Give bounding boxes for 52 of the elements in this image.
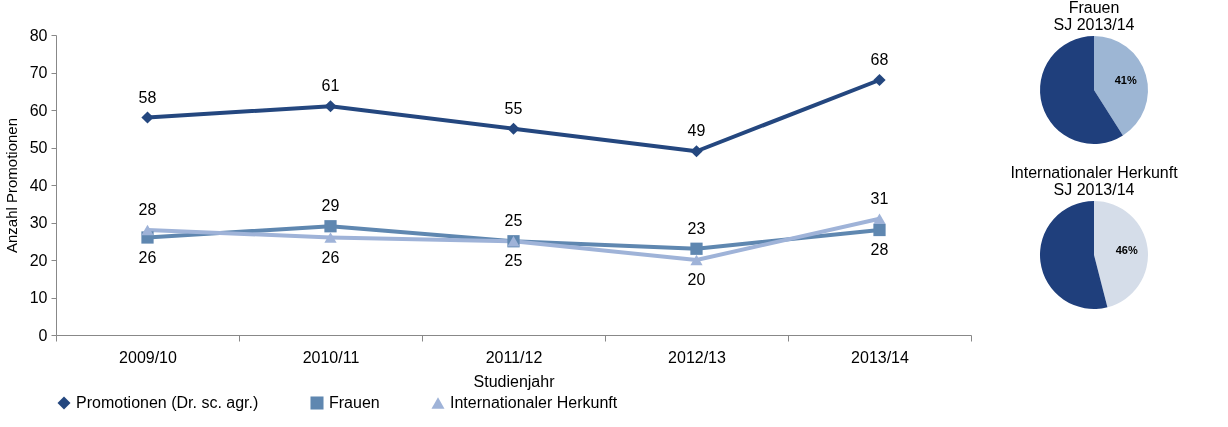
x-tick-label: 2013/14 bbox=[851, 348, 910, 366]
point bbox=[324, 220, 337, 233]
point bbox=[690, 145, 703, 158]
legend-label: Frauen bbox=[329, 394, 380, 411]
point bbox=[873, 223, 886, 237]
y-tick-label: 80 bbox=[29, 26, 48, 44]
data-label: 61 bbox=[321, 77, 340, 95]
x-tick-label: 2010/11 bbox=[302, 348, 360, 366]
point bbox=[873, 73, 886, 87]
point bbox=[873, 213, 886, 225]
data-label: 41% bbox=[1114, 73, 1137, 86]
y-axis-title: Anzahl Promotionen bbox=[2, 117, 20, 254]
data-label: 28 bbox=[870, 241, 889, 258]
y-tick-label: 0 bbox=[38, 326, 48, 344]
y-tick-label: 20 bbox=[29, 251, 48, 269]
point bbox=[141, 224, 154, 236]
legend-label: Promotionen (Dr. sc. agr.) bbox=[76, 394, 259, 411]
data-label: 20 bbox=[687, 271, 706, 288]
x-tick-label: 2012/13 bbox=[668, 348, 727, 366]
pie-slice bbox=[1094, 36, 1148, 136]
data-label: 46% bbox=[1115, 243, 1138, 256]
y-tick-label: 60 bbox=[29, 101, 48, 119]
data-label: 26 bbox=[321, 248, 340, 266]
y-tick-label: 30 bbox=[29, 214, 48, 231]
data-label: 26 bbox=[138, 248, 157, 266]
data-label: 31 bbox=[870, 189, 889, 207]
point bbox=[690, 254, 703, 266]
y-tick-label: 10 bbox=[29, 289, 48, 306]
data-label: 58 bbox=[138, 88, 157, 106]
point bbox=[507, 122, 520, 135]
y-tick-label: 50 bbox=[29, 139, 48, 156]
x-tick-label: 2011/12 bbox=[485, 348, 543, 366]
chart-title: Internationaler Herkunft SJ 2013/14 bbox=[1010, 164, 1179, 198]
legend-label: Internationaler Herkunft bbox=[450, 394, 618, 411]
point bbox=[324, 100, 337, 113]
x-tick-label: 2009/10 bbox=[119, 348, 178, 366]
point bbox=[324, 232, 337, 243]
point bbox=[690, 242, 703, 255]
y-tick-label: 70 bbox=[29, 64, 48, 81]
chart-title: Frauen SJ 2013/14 bbox=[1053, 0, 1135, 33]
data-label: 68 bbox=[870, 51, 889, 68]
data-label: 25 bbox=[504, 212, 523, 230]
data-label: 25 bbox=[504, 252, 523, 270]
data-label: 29 bbox=[321, 197, 340, 215]
data-label: 23 bbox=[687, 219, 706, 237]
y-tick-label: 40 bbox=[29, 176, 48, 194]
data-label: 49 bbox=[687, 122, 706, 140]
x-axis-title: Studienjahr bbox=[473, 372, 556, 390]
pie-slice bbox=[1094, 201, 1148, 308]
pie-slice bbox=[1040, 201, 1108, 309]
data-label: 28 bbox=[138, 201, 157, 218]
data-label: 55 bbox=[504, 99, 523, 117]
